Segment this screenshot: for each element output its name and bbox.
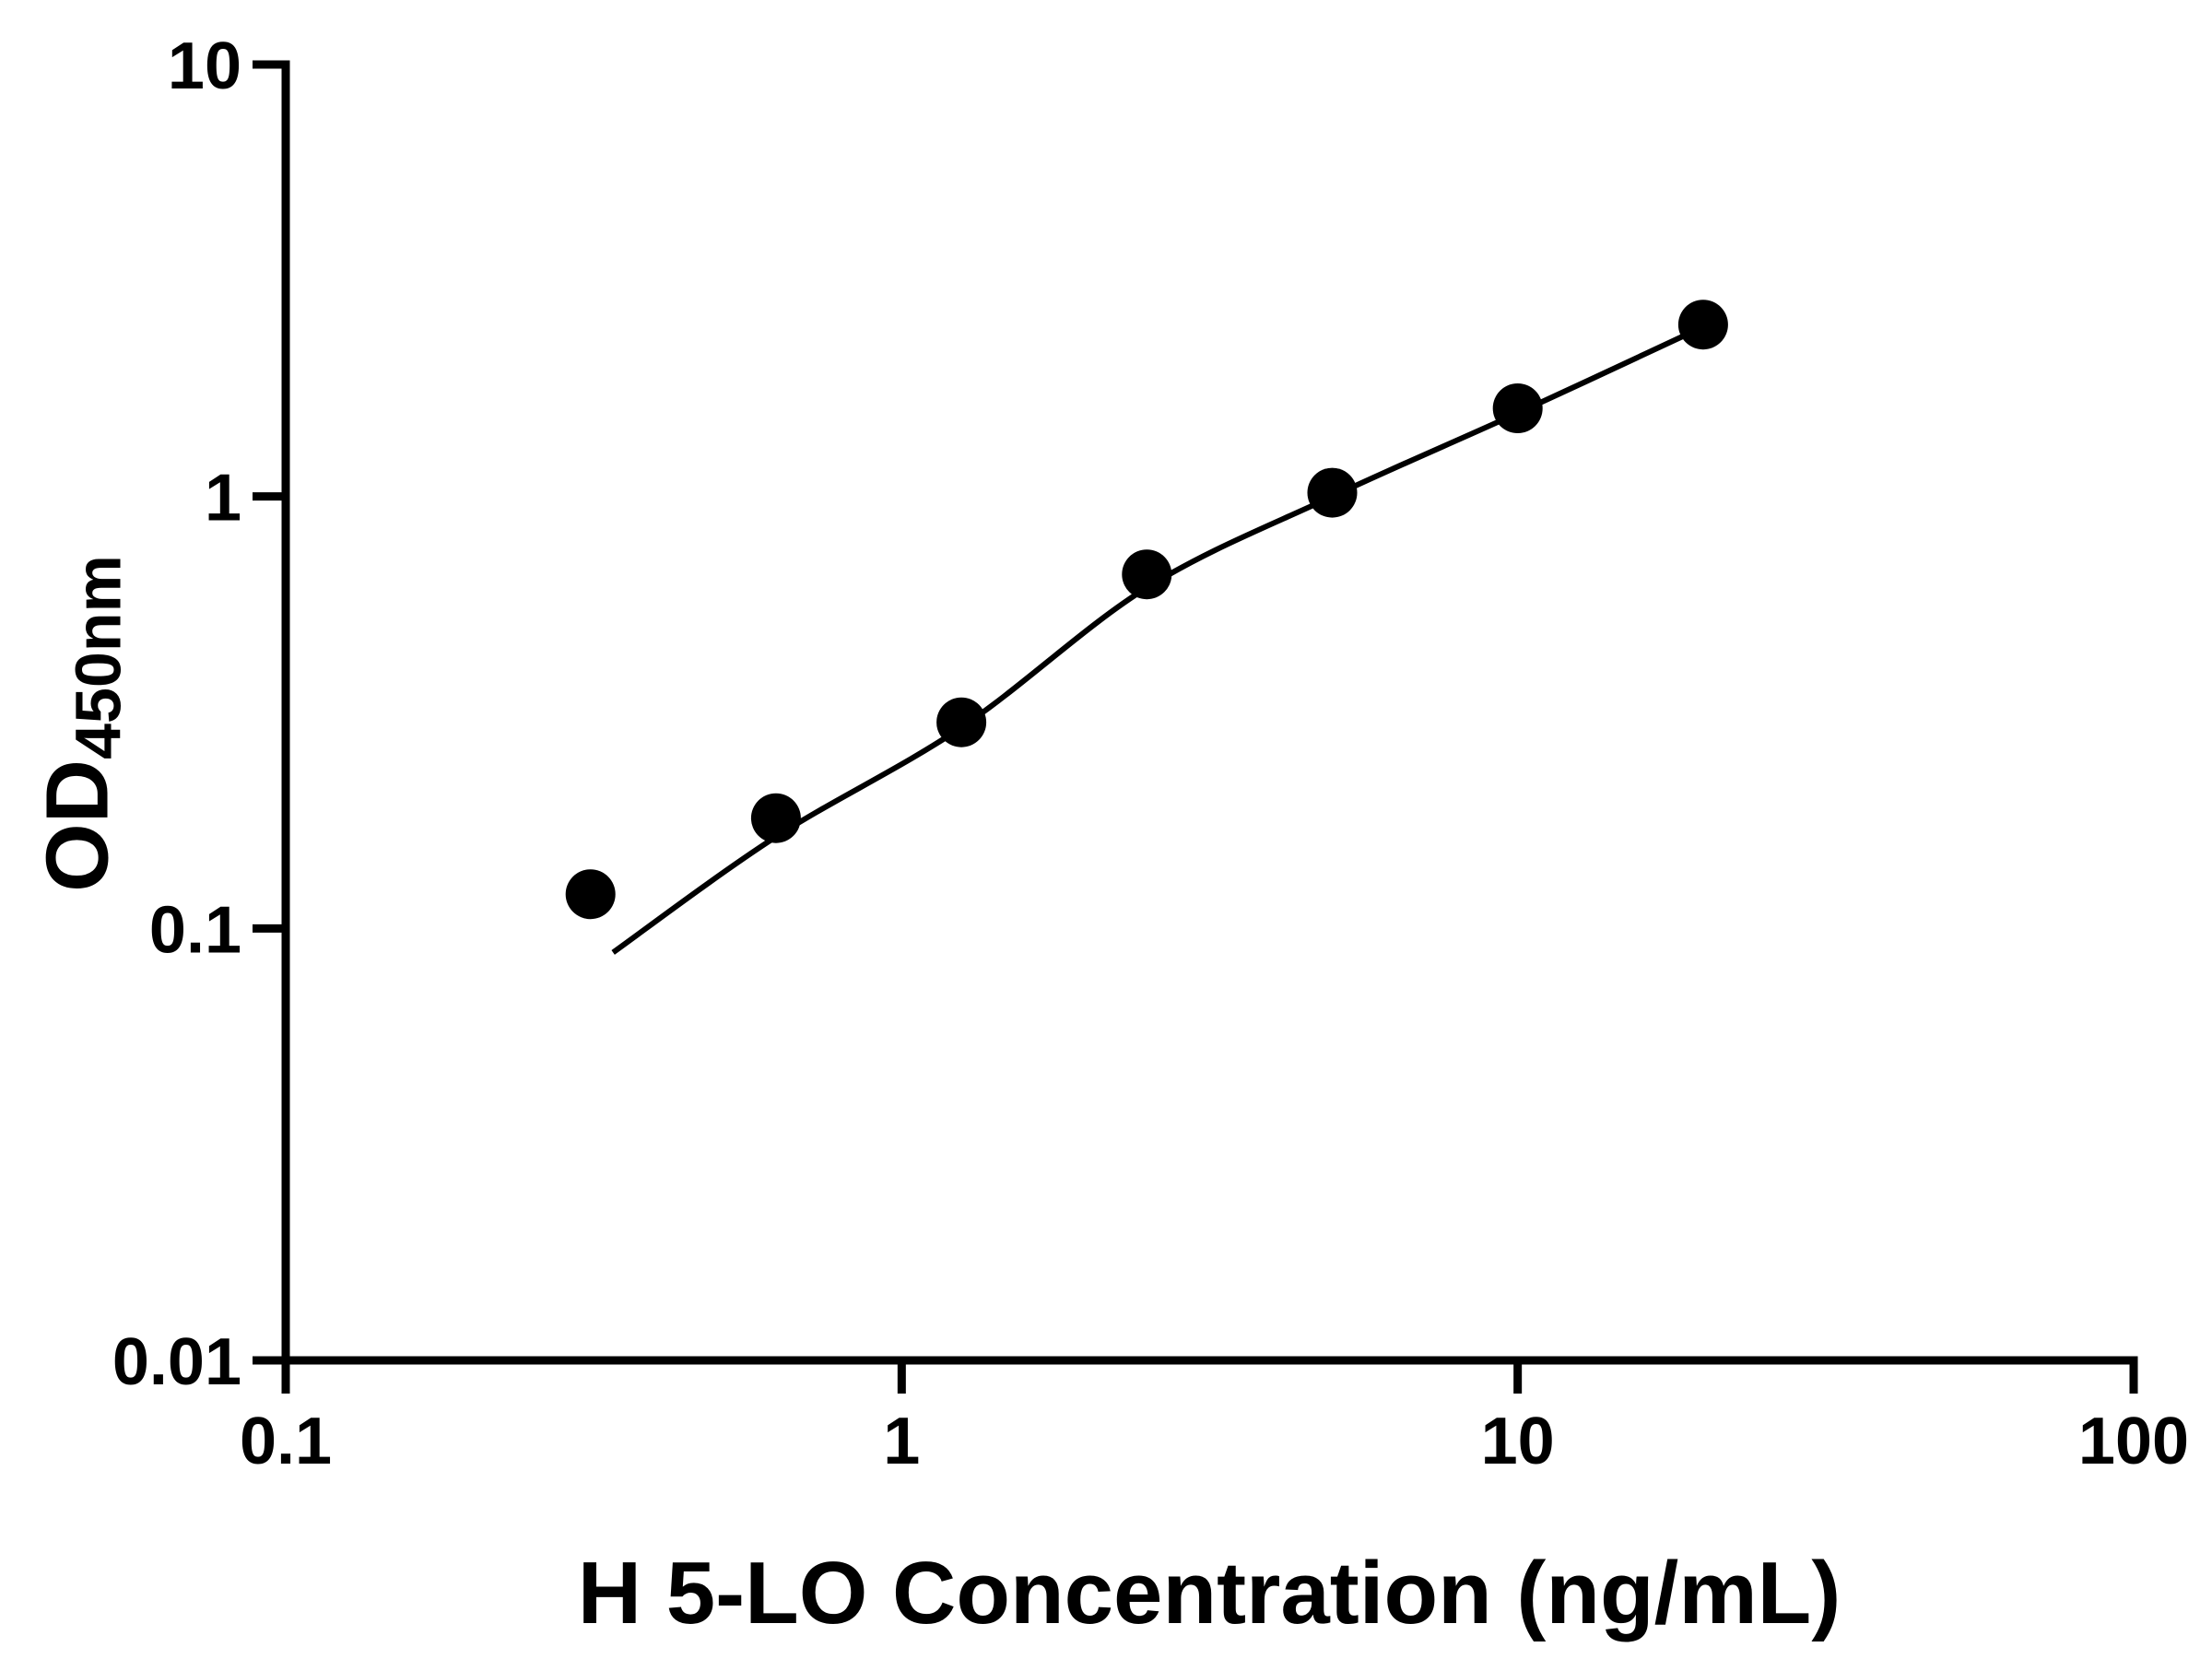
data-point: [1122, 549, 1172, 600]
y-axis-tick-label: 0.1: [149, 893, 241, 967]
y-axis-title: OD450nm: [28, 555, 135, 892]
data-point: [1307, 467, 1358, 518]
data-point: [565, 869, 616, 920]
y-axis-tick-label: 0.01: [112, 1325, 241, 1399]
fit-curve-line: [611, 324, 1705, 955]
x-axis-title: H 5-LO Concentration (ng/mL): [577, 1544, 1841, 1642]
axes-frame: [281, 60, 2138, 1365]
x-axis-tick-label: 100: [2078, 1405, 2189, 1478]
x-axis-tick-label: 10: [1481, 1405, 1555, 1478]
y-axis-tick-label: 10: [168, 29, 241, 103]
data-point: [1677, 300, 1728, 350]
x-axis-tick-label: 1: [883, 1405, 920, 1478]
data-point: [1492, 383, 1543, 433]
y-axis-title-main: OD: [28, 759, 127, 892]
y-axis-tick-label: 1: [205, 462, 241, 535]
data-point: [936, 697, 987, 747]
data-point: [750, 793, 801, 843]
x-axis-tick-label: 0.1: [240, 1405, 332, 1478]
y-axis-title-subscript: 450nm: [62, 555, 135, 759]
